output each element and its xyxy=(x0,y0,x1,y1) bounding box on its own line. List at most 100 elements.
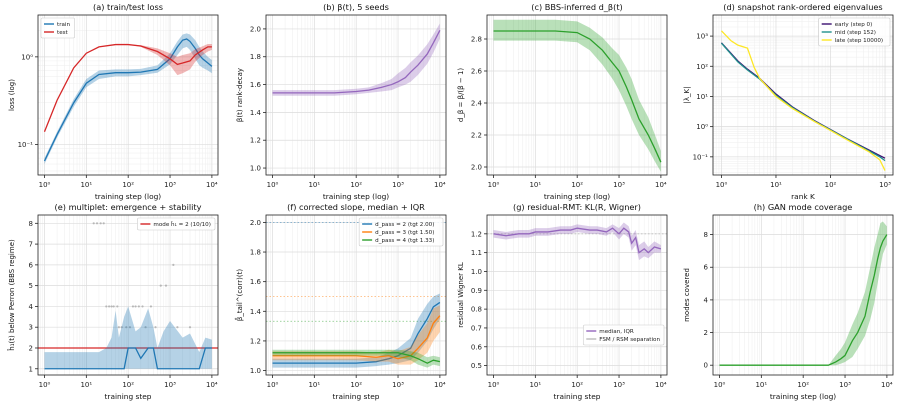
legend-label: late (step 10000) xyxy=(835,38,883,44)
series-1 xyxy=(272,293,441,368)
x-tick-label: 10¹ xyxy=(755,381,767,389)
chart-panel-8: 10⁰ 10¹ 10² 10³ 10⁴ 0 2 4 6 8 (h) GAN mode coverag… xyxy=(683,202,894,401)
series-band xyxy=(44,44,212,132)
y-axis-label: loss (log) xyxy=(8,79,16,111)
series-line xyxy=(493,227,662,254)
series-1 xyxy=(272,23,441,96)
series-1 xyxy=(44,306,212,370)
x-tick-label: 10¹ xyxy=(308,181,320,189)
y-tick-label: 0 xyxy=(704,362,708,370)
plot-area xyxy=(266,222,446,368)
scatter-point xyxy=(99,222,102,225)
scatter-point xyxy=(120,326,123,329)
series-line xyxy=(272,352,441,364)
legend: early (step 0) mid (step 152) late (step 1… xyxy=(818,17,891,47)
y-tick-label: 1.2 xyxy=(250,137,261,145)
chart-title: (d) snapshot rank-ordered eigenvalues xyxy=(723,2,882,12)
series-line xyxy=(720,30,886,171)
scatter-point xyxy=(188,326,192,329)
x-tick-label: 10⁰ xyxy=(39,181,51,189)
x-tick-label: 10⁰ xyxy=(488,181,500,189)
x-tick-label: 10¹ xyxy=(529,381,541,389)
scatter-point xyxy=(108,305,111,308)
series-line xyxy=(272,301,441,364)
x-tick-label: 10¹ xyxy=(529,181,541,189)
y-tick-label: 2.6 xyxy=(471,68,483,76)
y-tick-label: 1.2 xyxy=(471,230,482,238)
series-line xyxy=(720,42,886,162)
y-tick-label: 10² xyxy=(696,63,708,71)
scatter-point xyxy=(141,305,144,308)
legend: mode ĥ₁ = 2 (10/10) xyxy=(137,217,216,231)
plot-area xyxy=(43,33,213,165)
scatter-point xyxy=(164,284,168,287)
plot-area xyxy=(719,221,888,366)
scatter-point xyxy=(149,305,153,308)
x-tick-label: 10² xyxy=(122,181,134,189)
x-axis-label: training step (log) xyxy=(544,192,610,201)
chart-panel-2: 10⁰ 10¹ 10² 10³ 10⁴ 1.0 1.2 1.4 1.6 1.8 2.0 (b) β(t… xyxy=(236,2,447,201)
series-1 xyxy=(493,19,662,172)
y-tick-label: 6 xyxy=(29,261,34,269)
x-tick-label: 10² xyxy=(825,181,837,189)
y-tick-label: 0.8 xyxy=(471,306,482,314)
plot-area xyxy=(493,19,662,172)
legend-label: mid (step 152) xyxy=(835,30,876,36)
series-3 xyxy=(720,30,886,171)
x-tick-label: 10⁰ xyxy=(267,381,279,389)
chart-panel-6: 10⁰ 10¹ 10² 10³ 10⁴ 1.0 1.2 1.4 1.6 1.8 2.0 (f) cor… xyxy=(235,202,447,401)
x-tick-label: 10³ xyxy=(839,381,851,389)
y-tick-label: 7 xyxy=(29,241,33,249)
x-axis-label: training step (log) xyxy=(323,192,389,201)
x-tick-label: 10⁰ xyxy=(39,381,51,389)
y-tick-label: 6 xyxy=(704,264,709,272)
x-tick-label: 10¹ xyxy=(80,381,92,389)
y-tick-label: 2 xyxy=(704,329,708,337)
series-2 xyxy=(720,42,886,162)
scatter-point xyxy=(110,305,113,308)
x-tick-label: 10² xyxy=(797,381,809,389)
x-tick-label: 10⁴ xyxy=(655,381,667,389)
scatter-point xyxy=(131,305,135,308)
scatter-point xyxy=(95,222,99,225)
x-tick-label: 10³ xyxy=(164,381,176,389)
y-tick-label: 0.6 xyxy=(471,343,483,351)
y-axis-label: residual Wigner KL xyxy=(457,262,465,328)
x-tick-label: 10⁴ xyxy=(655,181,667,189)
y-tick-label: 3 xyxy=(29,324,33,332)
legend-box xyxy=(358,217,444,247)
axes-frame xyxy=(712,14,894,176)
scatter-point xyxy=(117,326,120,329)
x-tick-label: 10³ xyxy=(392,381,404,389)
series-line xyxy=(43,43,212,133)
x-tick-label: 10² xyxy=(350,381,362,389)
chart-panel-1: 10⁰ 10¹ 10² 10³ 10⁴ 10⁻¹ 10⁰ (a) train/test los… xyxy=(8,2,219,201)
y-tick-label: 10⁻¹ xyxy=(18,141,34,149)
plot-area xyxy=(487,222,667,261)
y-tick-label: 0.9 xyxy=(471,287,482,295)
x-tick-label: 10⁰ xyxy=(488,381,500,389)
scatter-point xyxy=(116,305,119,308)
x-tick-label: 10⁴ xyxy=(206,181,218,189)
x-axis-label: training step xyxy=(554,392,601,401)
scatter-point xyxy=(102,222,105,225)
y-tick-label: 2.2 xyxy=(471,132,482,140)
y-tick-label: 10¹ xyxy=(696,93,708,101)
y-tick-label: 1.0 xyxy=(250,165,261,173)
chart-panel-4: 10⁰ 10¹ 10² 10³ 10⁻¹ 10⁰ 10¹ 10² 10³ (d) snapshot… xyxy=(683,2,894,201)
chart-title: (f) corrected slope, median + IQR xyxy=(287,202,425,212)
series-line xyxy=(493,30,662,163)
scatter-point xyxy=(172,263,175,266)
x-tick-label: 10⁰ xyxy=(714,381,726,389)
series-band xyxy=(493,19,661,172)
legend: train test xyxy=(40,17,75,39)
chart-title: (b) β(t), 5 seeds xyxy=(323,2,389,12)
scatter-point xyxy=(125,326,128,329)
x-axis-label: training step (log) xyxy=(95,192,161,201)
scatter-point xyxy=(154,326,157,329)
series-line xyxy=(272,30,441,94)
plot-area xyxy=(720,30,886,171)
legend-label: d_pass = 3 (tgt 1.50) xyxy=(375,230,434,236)
y-tick-label: 10³ xyxy=(696,33,708,41)
